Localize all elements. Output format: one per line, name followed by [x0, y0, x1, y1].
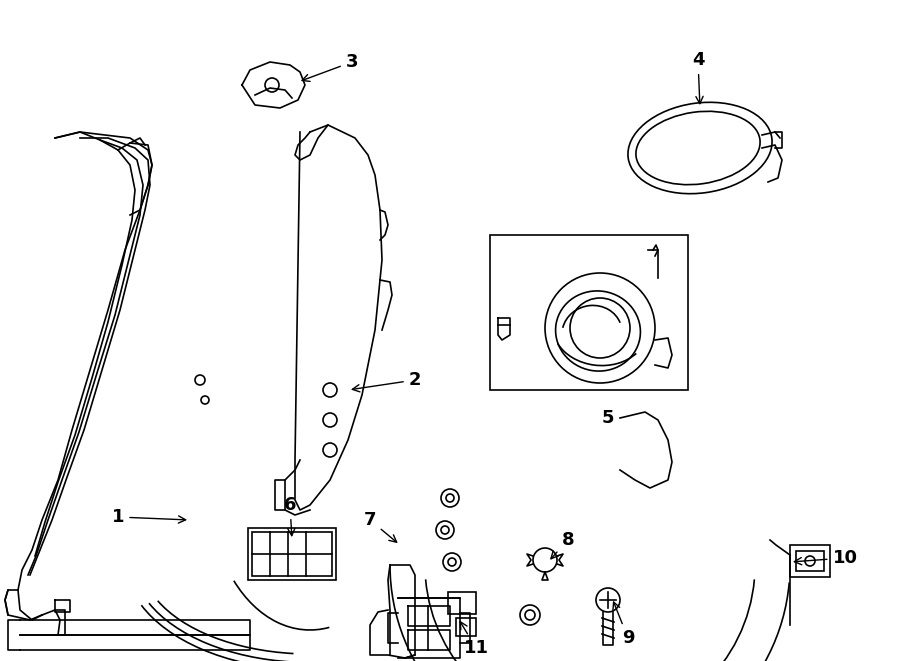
- Bar: [796, 551, 824, 571]
- Text: 5: 5: [602, 409, 614, 427]
- Bar: [448, 592, 476, 614]
- Text: 3: 3: [302, 53, 358, 81]
- Bar: [490, 235, 688, 390]
- Text: 10: 10: [795, 549, 858, 567]
- Text: 6: 6: [284, 496, 296, 535]
- Bar: [252, 532, 332, 576]
- Bar: [790, 545, 830, 577]
- Text: 11: 11: [460, 622, 489, 657]
- Text: 9: 9: [613, 602, 634, 647]
- Text: 7: 7: [364, 511, 397, 542]
- Text: 4: 4: [692, 51, 704, 104]
- Bar: [456, 618, 476, 636]
- Text: 2: 2: [352, 371, 421, 392]
- Text: 1: 1: [112, 508, 185, 526]
- Text: 8: 8: [551, 531, 574, 559]
- Bar: [248, 528, 336, 580]
